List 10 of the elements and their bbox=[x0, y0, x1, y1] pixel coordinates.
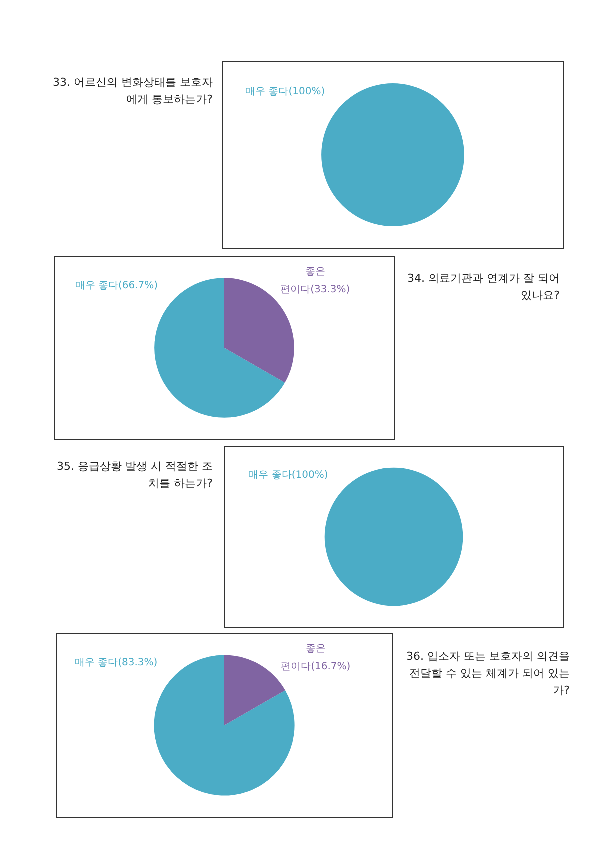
slice-label: 매우 좋다(100%) bbox=[248, 470, 328, 482]
text: 35. 응급상황 발생 시 적절한 조치를 하는가? bbox=[56, 459, 213, 492]
slice-label: 매우 좋다(83.3%) bbox=[74, 658, 158, 669]
text: 34. 의료기관과 연계가 잘 되어 있나요? bbox=[406, 271, 560, 304]
slice-label: 매우 좋다(100%) bbox=[246, 86, 326, 98]
slice-label: 매우 좋다(66.7%) bbox=[75, 280, 158, 292]
text: 33. 어르신의 변화상태를 보호자에게 통보하는가? bbox=[53, 75, 213, 108]
slice-label: 좋은 편이다(33.3%) bbox=[280, 266, 350, 296]
slice-label: 좋은 편이다(16.7%) bbox=[281, 644, 351, 673]
text: 36. 입소자 또는 보호자의 의견을 전달할 수 있는 체계가 되어 있는가? bbox=[406, 649, 570, 699]
